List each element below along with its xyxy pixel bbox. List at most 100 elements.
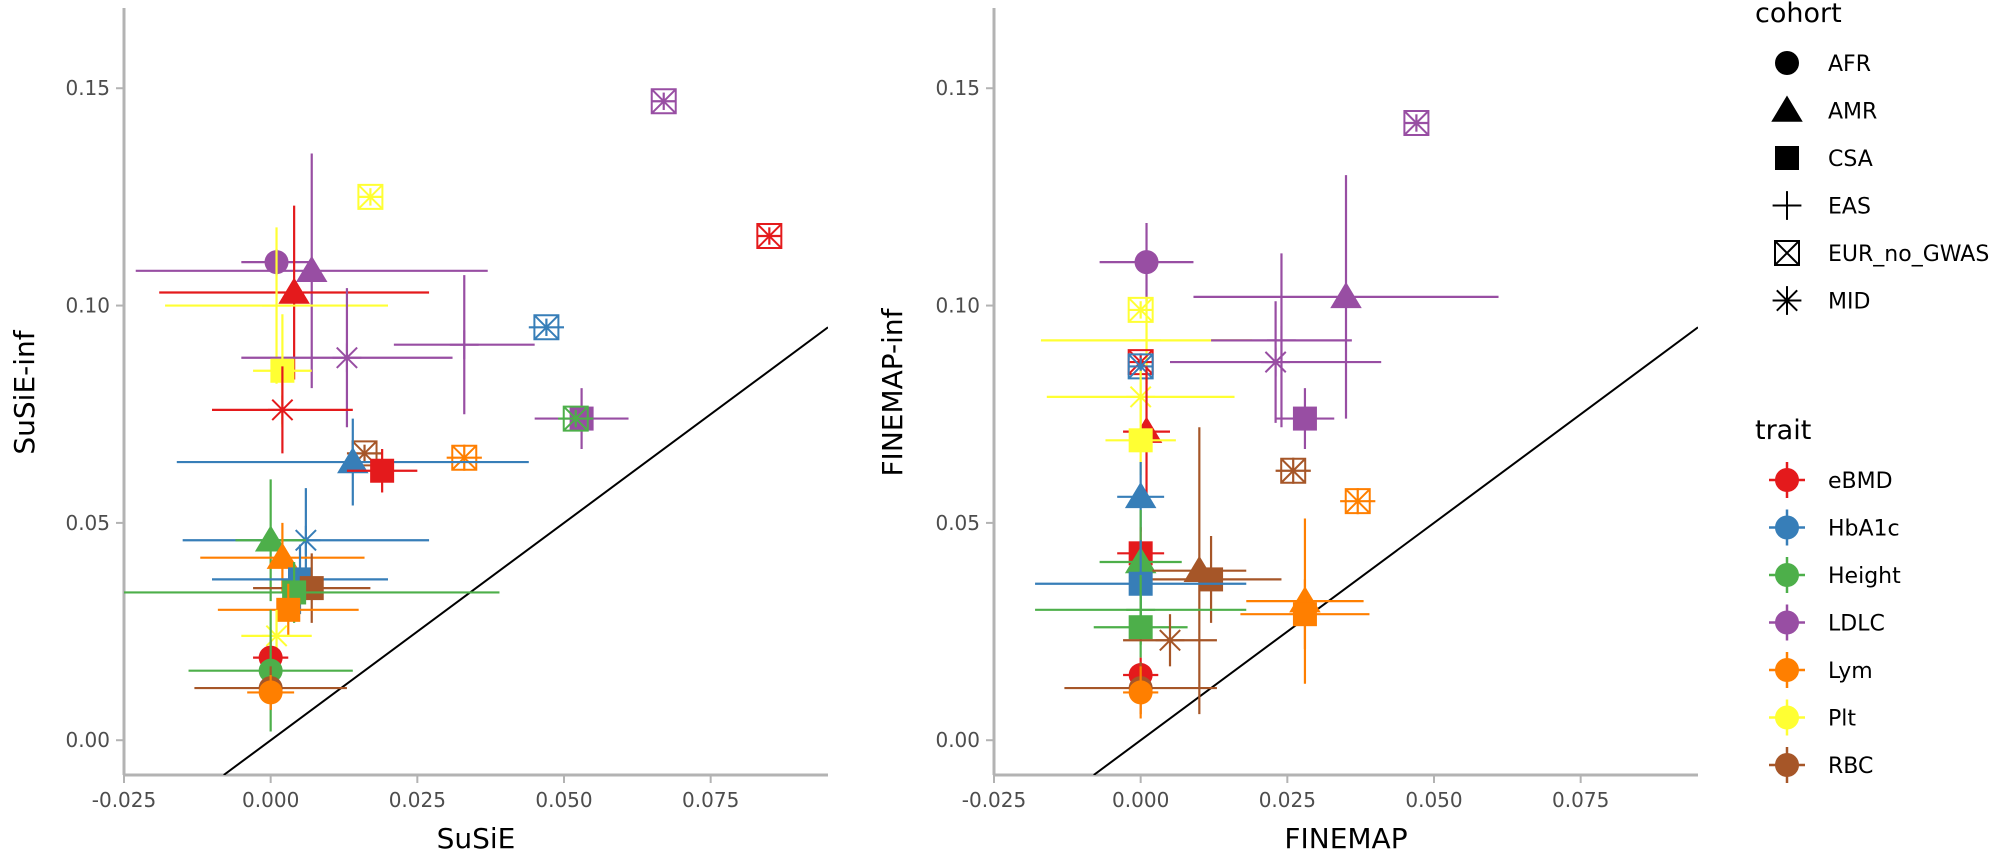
identity-line — [223, 326, 828, 775]
legend-cohort-label: AMR — [1828, 100, 1877, 125]
legend-trait-title: trait — [1755, 415, 1811, 446]
legend-cohort-item: MID — [1772, 286, 1870, 315]
legend-trait-item: RBC — [1769, 747, 1873, 783]
y-axis-title: SuSiE-inf — [8, 329, 41, 454]
legend-cohort-item: CSA — [1775, 146, 1873, 172]
point-height-amr — [235, 479, 306, 602]
legend-trait-item: Lym — [1769, 652, 1873, 688]
point-marker — [1124, 481, 1157, 509]
point-plt-csa — [1105, 405, 1176, 476]
x-tick-label: -0.025 — [962, 788, 1026, 812]
point-marker — [1292, 406, 1317, 431]
y-axis-title: FINEMAP-inf — [876, 307, 909, 476]
point-ldlc-eas — [393, 275, 535, 415]
legend-trait-label: HbA1c — [1828, 517, 1900, 542]
legend-trait-swatch — [1775, 753, 1799, 777]
y-tick-label: 0.15 — [935, 76, 980, 100]
data-layer — [124, 88, 828, 775]
x-tick-label: -0.025 — [92, 788, 156, 812]
y-tick-label: 0.05 — [935, 511, 980, 535]
point-marker — [266, 542, 299, 569]
point-marker — [1134, 250, 1159, 275]
point-ldlc-csa — [1275, 388, 1335, 450]
point-lym-csa — [1240, 579, 1370, 649]
point-ebmd-eur_no_gwas — [756, 223, 783, 250]
point-marker — [370, 458, 395, 483]
legend-cohort-label: CSA — [1828, 147, 1873, 172]
x-tick-label: 0.025 — [389, 788, 446, 812]
legend-trait-label: Lym — [1828, 659, 1873, 684]
legend-trait-label: LDLC — [1828, 612, 1885, 637]
point-marker — [1128, 680, 1153, 705]
y-tick-label: 0.15 — [65, 76, 110, 100]
x-tick-label: 0.000 — [1112, 788, 1169, 812]
legend-cohort-label: EUR_no_GWAS — [1828, 242, 1989, 267]
point-lym-afr — [1123, 666, 1159, 719]
point-hba1c-eur_no_gwas — [1127, 353, 1154, 380]
point-marker — [562, 405, 589, 432]
legend-trait-item: HbA1c — [1769, 509, 1900, 546]
y-tick-label: 0.05 — [65, 511, 110, 535]
legend-trait-swatch — [1775, 468, 1799, 492]
point-ldlc-mid — [241, 288, 453, 428]
x-tick-label: 0.050 — [1405, 788, 1462, 812]
legend-trait-swatch — [1775, 610, 1799, 635]
point-marker — [1330, 281, 1362, 309]
point-lym-afr — [247, 675, 295, 710]
point-marker — [449, 330, 479, 360]
legend-trait-label: eBMD — [1828, 469, 1893, 494]
legend-cohort-symbol — [1775, 51, 1799, 75]
point-hba1c-amr — [176, 418, 529, 506]
point-ldlc-amr — [1193, 175, 1499, 419]
legend-cohort-symbol — [1774, 240, 1800, 266]
point-marker — [1292, 602, 1317, 627]
point-rbc-mid — [1123, 614, 1217, 667]
y-tick-label: 0.10 — [935, 294, 980, 318]
point-lym-eur_no_gwas — [446, 444, 482, 471]
point-marker — [533, 314, 560, 341]
legend-cohort-label: EAS — [1828, 195, 1871, 220]
legend-cohort-item: EAS — [1772, 191, 1871, 220]
legend-cohort-symbol — [1772, 191, 1802, 220]
legend-trait-group: eBMD HbA1c Height LDLC Lym Plt RBC — [1769, 462, 1901, 783]
point-marker — [1267, 325, 1296, 355]
point-ebmd-mid — [212, 366, 353, 454]
point-ebmd-amr — [159, 205, 430, 380]
point-marker — [337, 447, 369, 474]
point-marker — [1126, 382, 1156, 412]
point-marker — [1128, 615, 1153, 640]
legend-trait-label: Height — [1828, 564, 1901, 589]
point-rbc-csa — [1140, 535, 1282, 623]
point-marker — [1155, 625, 1185, 655]
x-axis-title: SuSiE — [437, 822, 516, 855]
point-marker — [1127, 296, 1154, 323]
point-height-csa — [1093, 596, 1188, 658]
legend-trait-item: Plt — [1769, 699, 1856, 736]
legend-trait-swatch — [1775, 658, 1799, 682]
x-tick-label: 0.025 — [1259, 788, 1316, 812]
point-ldlc-mid — [1170, 301, 1382, 423]
point-marker — [278, 277, 310, 304]
x-axis-title: FINEMAP — [1284, 822, 1407, 855]
point-marker — [262, 621, 291, 651]
point-marker — [276, 597, 301, 622]
point-marker — [268, 395, 297, 425]
x-tick-label: 0.075 — [1552, 788, 1609, 812]
panel-finemap: 0.00 0.05 0.10 0.15 -0.025 0.000 0.025 0.050 0.0… — [876, 8, 1698, 855]
point-lym-eur_no_gwas — [1340, 488, 1376, 515]
point-marker — [254, 525, 287, 552]
point-marker — [357, 183, 384, 210]
point-rbc-csa — [253, 553, 371, 623]
point-marker — [1280, 457, 1307, 484]
point-plt-eur_no_gwas — [357, 183, 384, 210]
point-marker — [295, 255, 328, 283]
legend-cohort-symbol — [1771, 95, 1803, 122]
point-marker — [1128, 428, 1153, 453]
x-tick-label: 0.075 — [682, 788, 739, 812]
legend-cohort-symbol — [1775, 146, 1799, 170]
legend-cohort-label: MID — [1828, 290, 1870, 315]
legend-trait-swatch — [1775, 515, 1799, 540]
point-ldlc-afr — [1099, 222, 1194, 302]
